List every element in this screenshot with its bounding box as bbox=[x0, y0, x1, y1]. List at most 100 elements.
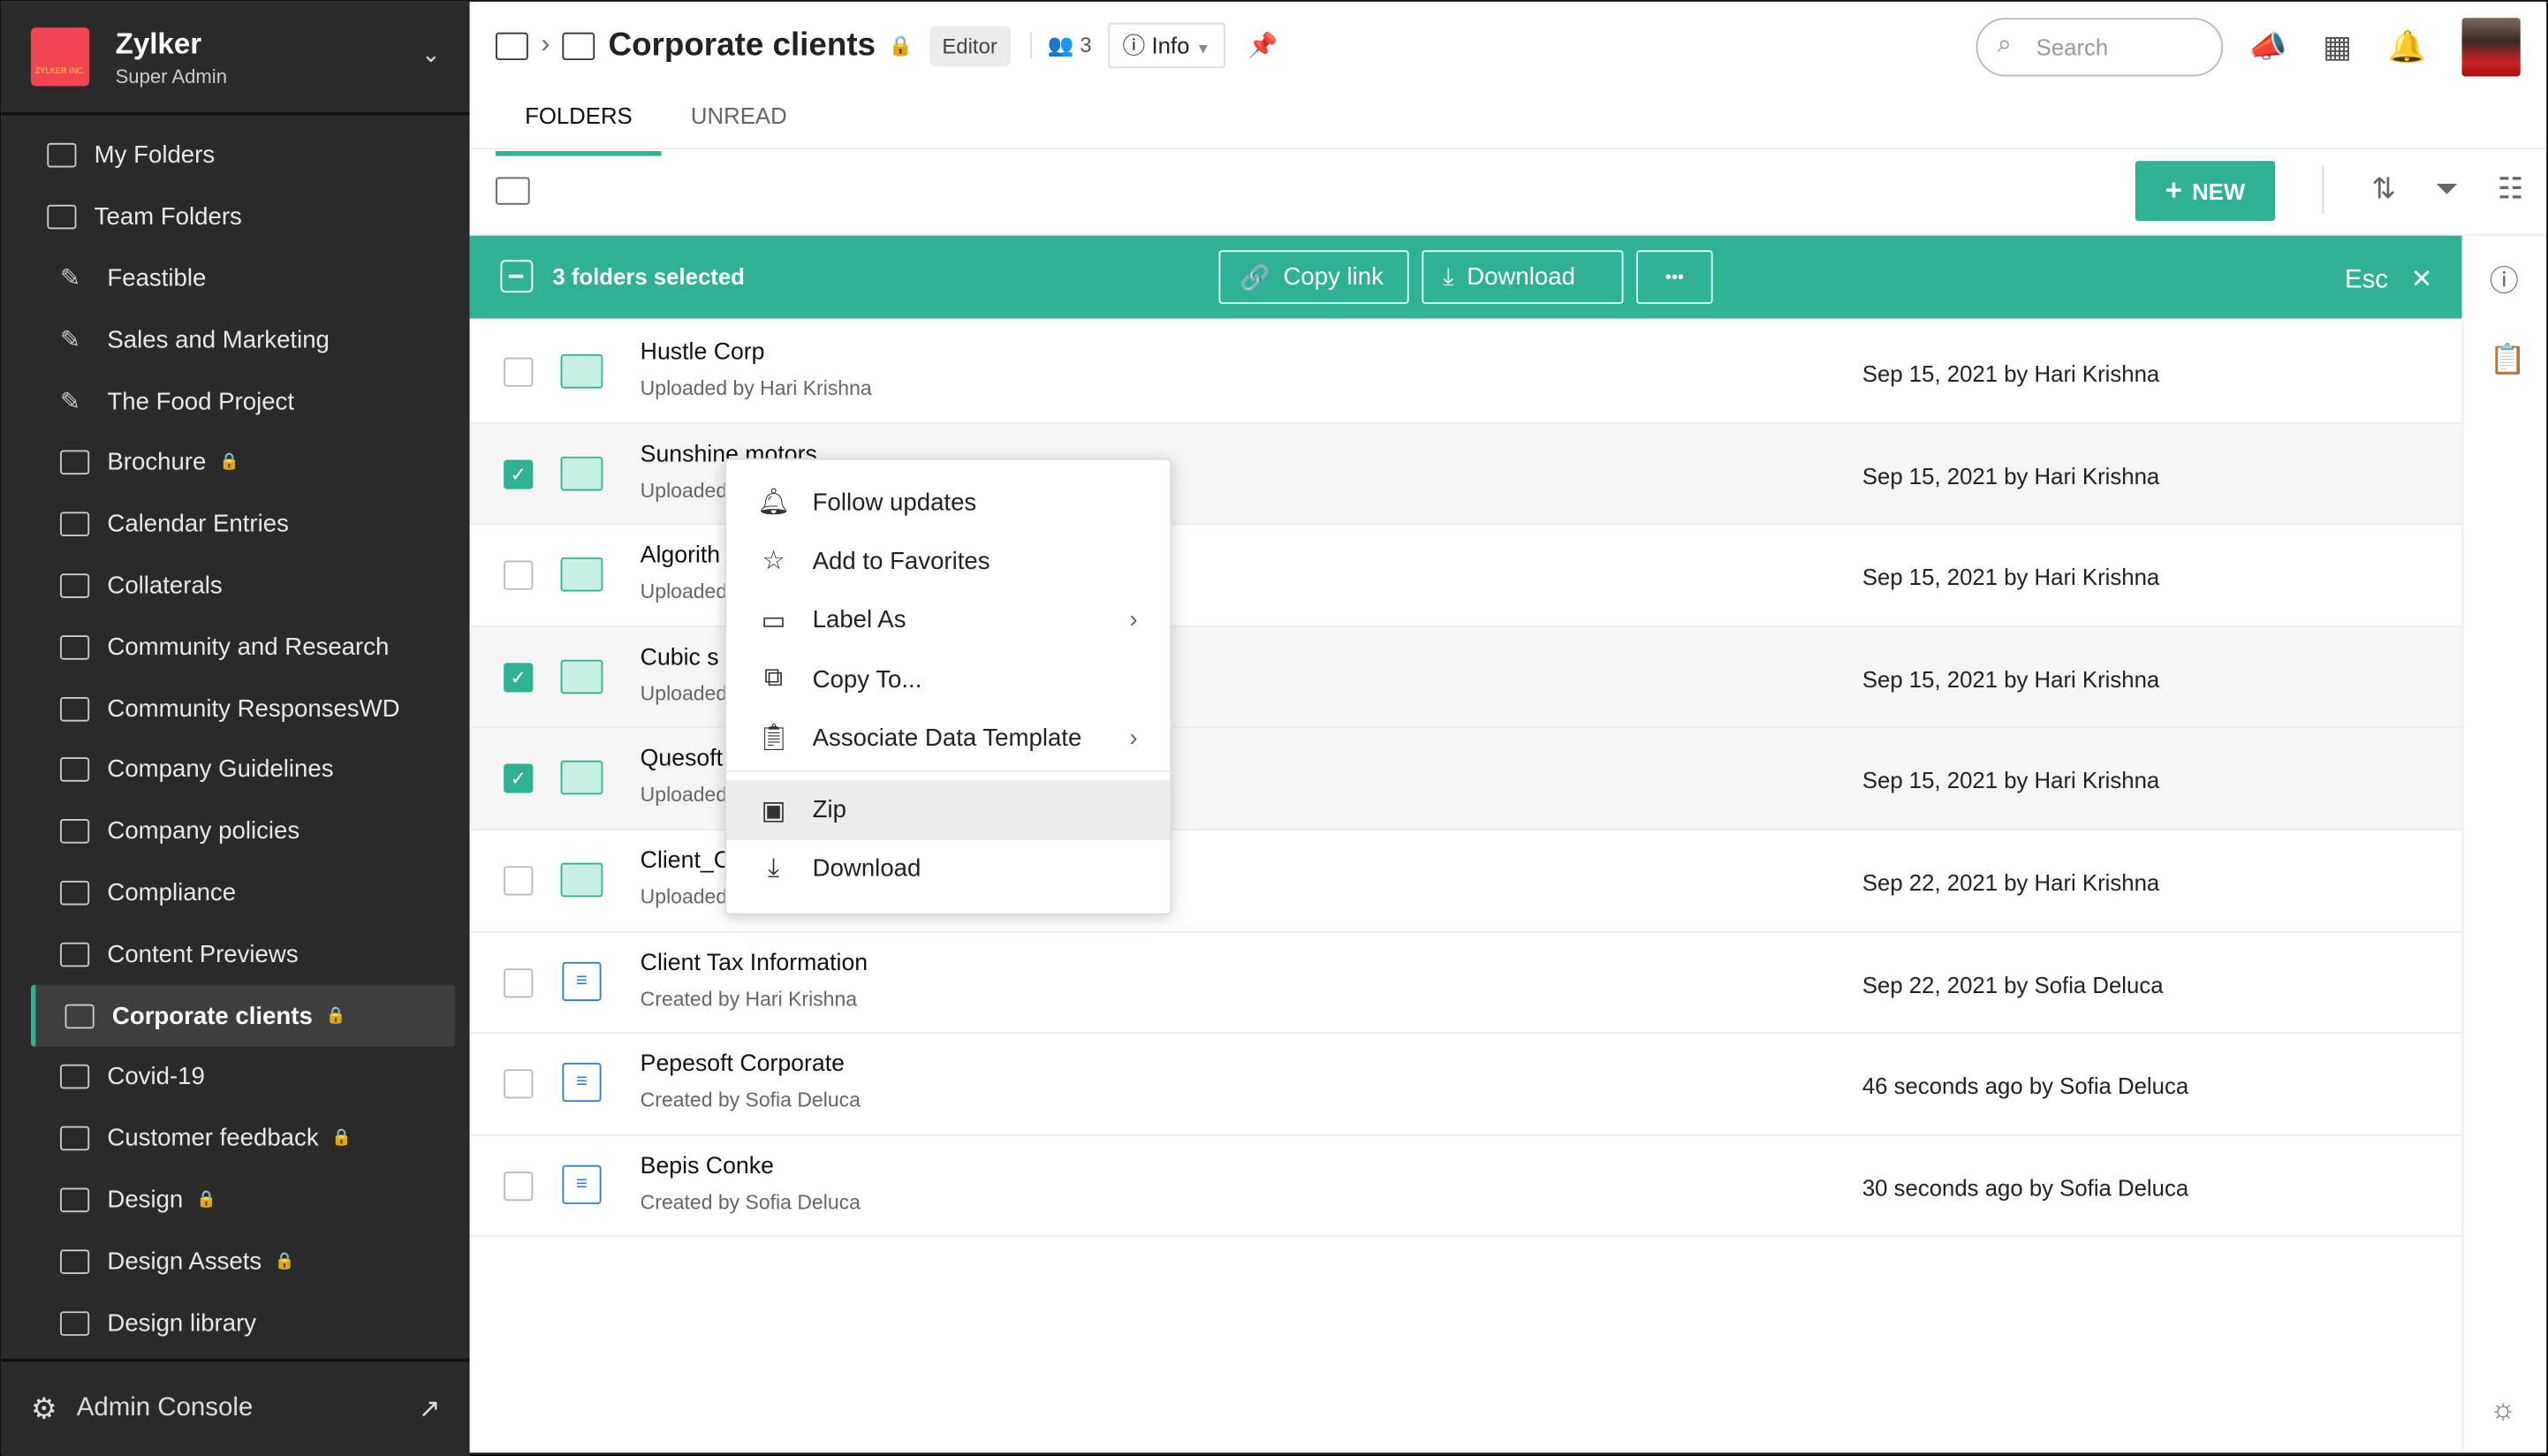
sidebar-item-compliance[interactable]: Compliance bbox=[2, 862, 470, 924]
info-dropdown[interactable]: ⓘ Info ▼ bbox=[1108, 22, 1225, 69]
role-badge: Editor bbox=[929, 25, 1011, 66]
row-checkbox[interactable] bbox=[504, 1171, 534, 1201]
table-row[interactable]: ≡ Bepis Conke Created by Sofia Deluca 30 se… bbox=[469, 1135, 2462, 1238]
pin-icon: ✎ bbox=[60, 264, 81, 293]
sidebar-item-the-food-project[interactable]: ✎ The Food Project bbox=[2, 371, 470, 433]
tab-folders[interactable]: FOLDERS bbox=[495, 86, 662, 156]
folder-icon bbox=[560, 761, 603, 796]
team-folder-icon bbox=[47, 205, 77, 230]
lock-icon: 🔒 bbox=[274, 1252, 295, 1270]
sidebar-item-collaterals[interactable]: Collaterals bbox=[2, 555, 470, 617]
row-name[interactable]: Client_C bbox=[640, 848, 731, 875]
row-checkbox[interactable] bbox=[504, 866, 534, 896]
row-name[interactable]: Pepesoft Corporate bbox=[640, 1051, 845, 1078]
row-checkbox[interactable]: ✓ bbox=[504, 663, 534, 693]
download-icon: ⤓ bbox=[767, 854, 780, 883]
header: › Corporate clients 🔒 Editor 👥 3 ⓘ Info … bbox=[469, 2, 2547, 156]
new-folder-icon[interactable] bbox=[495, 177, 530, 205]
avatar[interactable] bbox=[2461, 18, 2521, 77]
download-label: Download bbox=[1467, 262, 1575, 292]
sidebar-item-community-responseswd[interactable]: Community ResponsesWD bbox=[2, 678, 470, 739]
context-menu: 🔔︎ Follow updates ☆ Add to Favorites ▭ Label … bbox=[724, 458, 1172, 915]
external-link-icon[interactable]: ↗ bbox=[418, 1395, 441, 1424]
team-folder-icon bbox=[60, 1248, 90, 1274]
table-row[interactable]: ≡ Client Tax Information Created by Hari K… bbox=[469, 932, 2462, 1035]
sidebar-item-calendar-entries[interactable]: Calendar Entries bbox=[2, 494, 470, 556]
chevron-down-icon[interactable]: ⌄ bbox=[421, 40, 441, 67]
sidebar-item-corporate-clients[interactable]: Corporate clients 🔒 bbox=[30, 984, 456, 1047]
sidebar-item-company-guidelines[interactable]: Company Guidelines bbox=[2, 739, 470, 801]
table-row[interactable]: ≡ Pepesoft Corporate Created by Sofia Delu… bbox=[469, 1034, 2462, 1136]
row-checkbox[interactable] bbox=[504, 357, 534, 387]
sidebar-item-customer-feedback[interactable]: Customer feedback 🔒 bbox=[2, 1108, 470, 1170]
close-selection[interactable]: Esc ✕ bbox=[2345, 263, 2432, 296]
deselect-all-checkbox[interactable] bbox=[500, 260, 534, 293]
close-icon[interactable]: ✕ bbox=[2410, 266, 2433, 294]
download-button[interactable]: ⤓ Download bbox=[1422, 250, 1624, 304]
sort-icon[interactable]: ⇅ bbox=[2371, 171, 2396, 205]
table-row[interactable]: Hustle Corp Uploaded by Hari Krishna Sep 1… bbox=[469, 322, 2462, 424]
sidebar-item-design-assets[interactable]: Design Assets 🔒 bbox=[2, 1231, 470, 1293]
copy-link-button[interactable]: 🔗 Copy link bbox=[1218, 250, 1409, 304]
new-button[interactable]: + NEW bbox=[2135, 161, 2276, 222]
row-name[interactable]: Hustle Corp bbox=[640, 339, 765, 366]
row-name[interactable]: Quesoft bbox=[640, 746, 724, 773]
sidebar-item-feastible[interactable]: ✎ Feastible bbox=[2, 248, 470, 310]
search-input[interactable]: ⌕ Search bbox=[1975, 18, 2224, 77]
lock-icon: 🔒 bbox=[888, 34, 914, 57]
row-checkbox[interactable] bbox=[504, 967, 534, 997]
menu-item-label-as[interactable]: ▭ Label As › bbox=[726, 591, 1170, 650]
announcement-icon[interactable]: 📣 bbox=[2248, 30, 2287, 65]
lock-icon: 🔒 bbox=[331, 1129, 353, 1148]
menu-item-download[interactable]: ⤓ Download bbox=[726, 840, 1170, 899]
sidebar-item-label: The Food Project bbox=[107, 387, 295, 416]
admin-console-link[interactable]: ⚙ Admin Console ↗ bbox=[1, 1358, 470, 1456]
tab-unread[interactable]: UNREAD bbox=[690, 102, 787, 129]
row-name[interactable]: Client Tax Information bbox=[640, 950, 868, 976]
sidebar-item-content-previews[interactable]: Content Previews bbox=[2, 923, 470, 985]
sidebar-item-brochure[interactable]: Brochure 🔒 bbox=[2, 432, 470, 494]
row-modified: Sep 15, 2021 by Hari Krishna bbox=[1862, 665, 2160, 693]
sidebar-item-my-folders[interactable]: My Folders bbox=[2, 125, 470, 187]
view-toggle-icon[interactable]: ☷ bbox=[2497, 171, 2524, 205]
org-switcher[interactable]: ZYLKER INC. Zylker Super Admin ⌄ bbox=[1, 2, 470, 116]
chevron-right-icon: › bbox=[1129, 724, 1138, 753]
row-subtitle: Uploaded by Hari Krishna bbox=[640, 376, 872, 400]
row-checkbox[interactable]: ✓ bbox=[504, 764, 534, 794]
menu-item-follow-updates[interactable]: 🔔︎ Follow updates bbox=[726, 473, 1170, 532]
team-folder-icon bbox=[60, 1310, 90, 1336]
page-title: Corporate clients bbox=[608, 27, 876, 63]
data-template-icon[interactable]: 📋 bbox=[2489, 343, 2527, 375]
pin-icon[interactable]: 📌 bbox=[1247, 32, 1278, 61]
sidebar-item-community-and-research[interactable]: Community and Research bbox=[2, 617, 470, 679]
row-checkbox[interactable]: ✓ bbox=[504, 459, 534, 489]
sidebar-item-team-folders[interactable]: Team Folders bbox=[2, 186, 470, 248]
apps-grid-icon[interactable]: ▦ bbox=[2323, 30, 2353, 64]
row-name[interactable]: Algorith bbox=[640, 542, 721, 570]
menu-item-copy-to[interactable]: ⧉ Copy To... bbox=[726, 650, 1170, 709]
menu-item-add-to-favorites[interactable]: ☆ Add to Favorites bbox=[726, 532, 1170, 591]
members-button[interactable]: 👥 3 bbox=[1029, 32, 1092, 59]
more-actions-button[interactable]: ••• bbox=[1636, 250, 1713, 304]
table-row[interactable]: Client_C Uploaded Sep 22, 2021 by Hari Kri… bbox=[469, 830, 2462, 932]
info-icon[interactable]: ⓘ bbox=[2489, 264, 2519, 298]
sidebar-item-covid-19[interactable]: Covid-19 bbox=[2, 1046, 470, 1108]
row-checkbox[interactable] bbox=[504, 560, 534, 591]
bell-icon[interactable]: 🔔 bbox=[2387, 30, 2427, 65]
sidebar-item-label: Company Guidelines bbox=[107, 755, 334, 785]
team-folder-icon bbox=[60, 1126, 90, 1151]
filter-icon[interactable]: ⏷ bbox=[2435, 171, 2459, 205]
sidebar-item-company-policies[interactable]: Company policies bbox=[2, 800, 470, 862]
menu-item-zip[interactable]: ▣ Zip bbox=[726, 780, 1171, 840]
sidebar-item-design-library[interactable]: Design library bbox=[2, 1293, 470, 1354]
menu-item-associate-data-template[interactable]: 📋︎ Associate Data Template › bbox=[726, 709, 1170, 768]
sidebar-item-sales-and-marketing[interactable]: ✎ Sales and Marketing bbox=[2, 309, 470, 371]
row-name[interactable]: Cubic s bbox=[640, 644, 719, 671]
row-checkbox[interactable] bbox=[504, 1069, 534, 1099]
team-folder-icon[interactable] bbox=[495, 31, 528, 60]
theme-toggle-icon[interactable]: ☼ bbox=[2489, 1392, 2517, 1426]
sidebar-item-design[interactable]: Design 🔒 bbox=[2, 1169, 470, 1231]
table-row[interactable]: Algorith Uploaded Sep 15, 2021 by Hari Kri… bbox=[469, 525, 2462, 627]
row-name[interactable]: Bepis Conke bbox=[640, 1153, 774, 1179]
menu-item-label: Add to Favorites bbox=[812, 547, 990, 575]
